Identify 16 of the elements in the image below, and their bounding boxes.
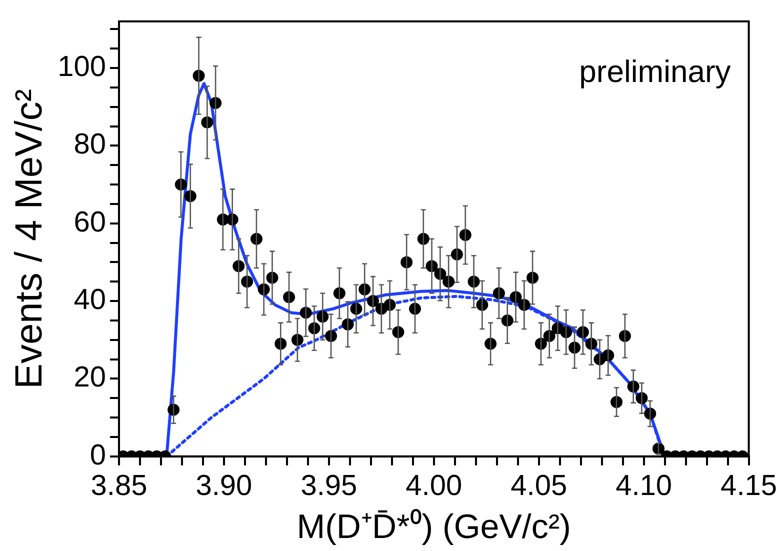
x-tick-label: 3.95 bbox=[300, 470, 358, 502]
x-tick-label: 3.90 bbox=[196, 470, 252, 502]
y-tick-label: 60 bbox=[74, 206, 106, 238]
annotation: preliminary bbox=[579, 54, 732, 89]
x-tick-label: 3.85 bbox=[90, 470, 148, 502]
x-tick-label: 4.05 bbox=[510, 470, 568, 502]
y-tick-label: 20 bbox=[74, 362, 106, 394]
y-tick-label: 100 bbox=[58, 51, 106, 84]
x-tick-label: 4.00 bbox=[406, 470, 462, 502]
y-axis-title: Events / 4 MeV/c² bbox=[8, 88, 50, 389]
y-tick-label: 80 bbox=[74, 128, 106, 161]
y-tick-label: 0 bbox=[90, 439, 106, 472]
y-tick-label: 40 bbox=[74, 284, 106, 316]
x-tick-label: 4.15 bbox=[720, 470, 778, 502]
x-tick-label: 4.10 bbox=[616, 470, 672, 502]
x-axis-title: M(D⁺D̄*⁰) (GeV/c²) bbox=[296, 508, 571, 546]
